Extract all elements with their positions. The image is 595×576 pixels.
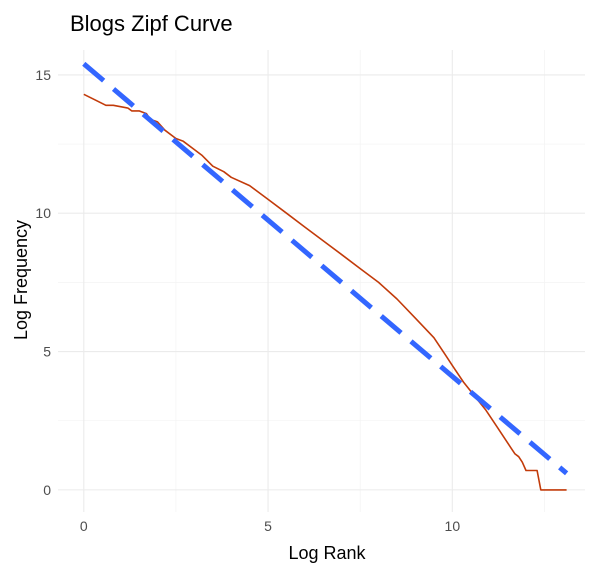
x-tick-label: 0 xyxy=(80,518,88,534)
x-tick-label: 5 xyxy=(264,518,272,534)
grid-layer xyxy=(58,50,585,512)
y-tick-label: 15 xyxy=(35,67,51,83)
tick-layer: 0 5 10 0 5 10 15 xyxy=(35,67,460,534)
x-tick-label: 10 xyxy=(445,518,461,534)
y-tick-label: 10 xyxy=(35,205,51,221)
y-tick-label: 5 xyxy=(43,344,51,360)
y-axis-label: Log Frequency xyxy=(11,220,31,340)
x-axis-label: Log Rank xyxy=(288,543,366,563)
series-layer xyxy=(82,61,569,491)
y-tick-label: 0 xyxy=(43,482,51,498)
chart-title: Blogs Zipf Curve xyxy=(70,11,233,36)
fit-line-dashed xyxy=(82,61,569,476)
zipf-curve-line xyxy=(83,93,567,491)
